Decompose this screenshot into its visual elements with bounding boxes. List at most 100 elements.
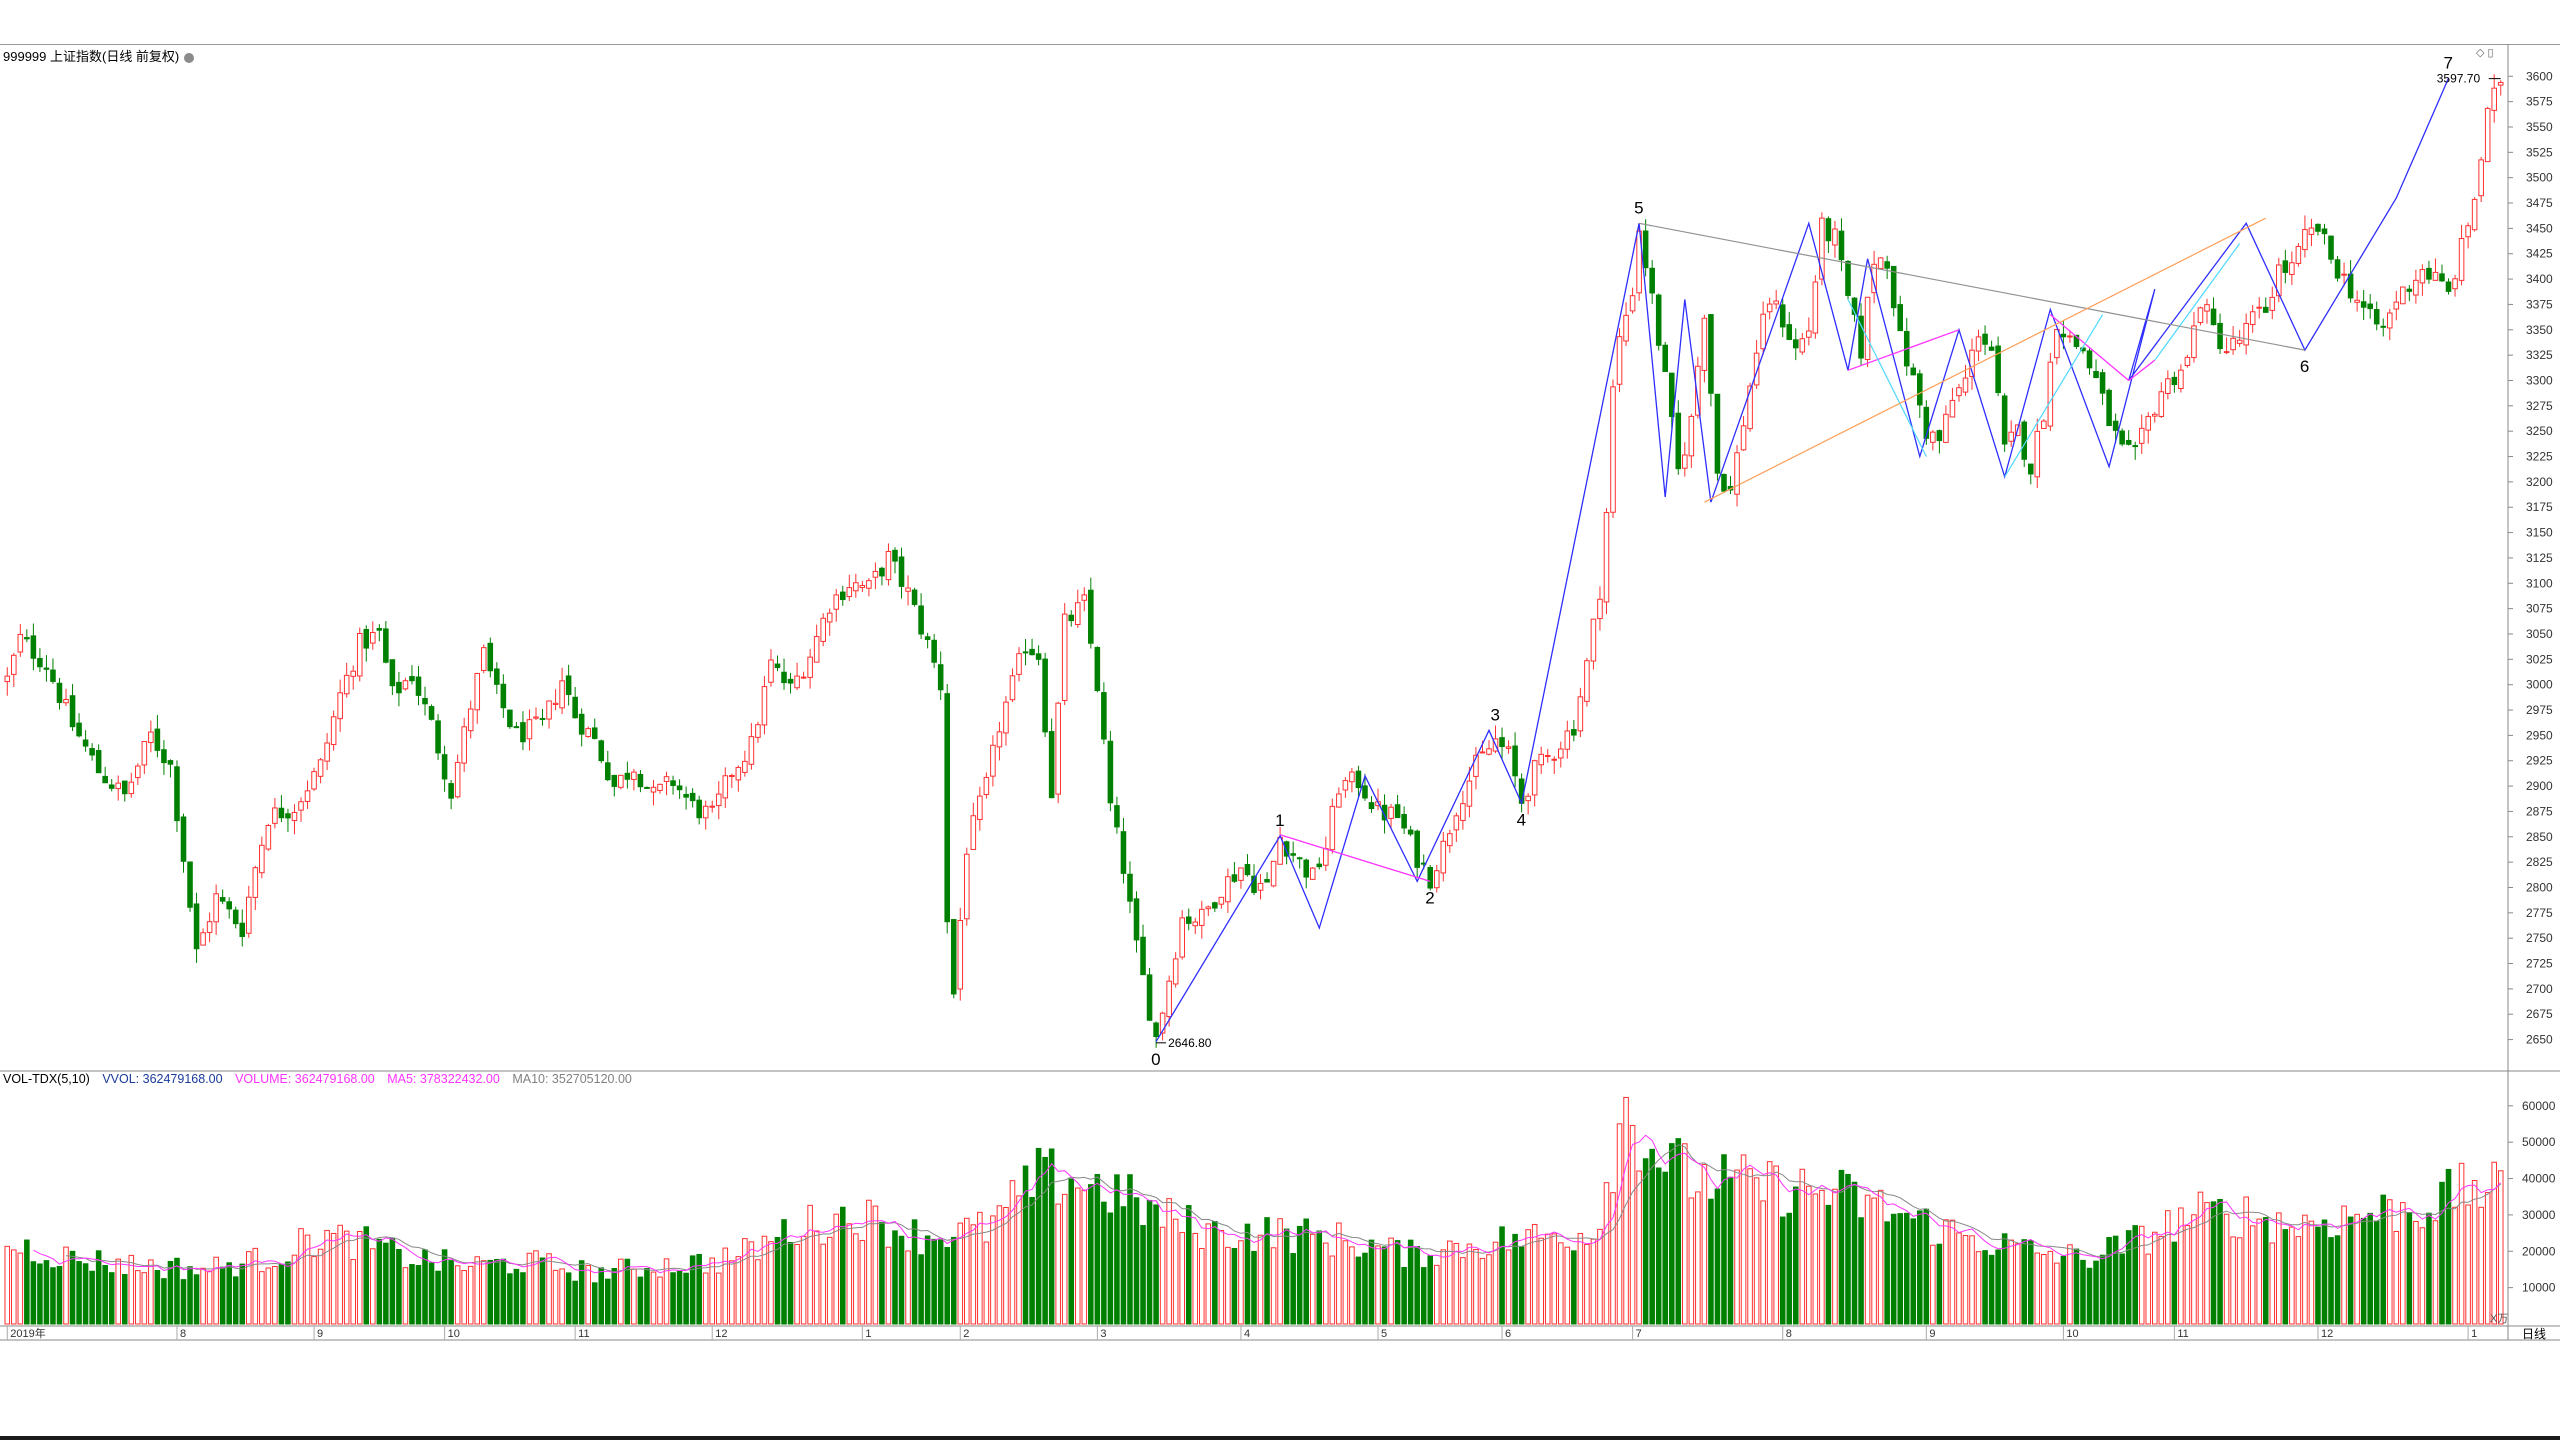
candle-up [2400,286,2406,305]
window-icon[interactable]: ▯ [2487,47,2494,59]
volume-bar-down [1296,1225,1303,1325]
volume-bar-down [219,1266,226,1325]
volume-bar-up [2269,1242,2276,1325]
price-tick-label: 2725 [2526,957,2553,971]
candle-down [1721,473,1727,492]
candle-down [1107,740,1114,804]
volume-bar-down [1303,1218,1310,1325]
volume-bar-down [1048,1148,1055,1325]
date-tick-label: 2 [963,1328,969,1340]
volume-bar-down [174,1257,180,1325]
candle-up [1473,754,1479,777]
candle-up [1323,848,1329,866]
candle-up [141,741,148,766]
volume-bar-up [1806,1185,1812,1325]
volume-bar-up [1701,1164,1708,1325]
volume-bar-down [2021,1239,2028,1325]
volume-bar-down [1792,1186,1799,1325]
candle-up [148,731,154,744]
candle-up [1577,696,1584,732]
candle-down [1120,831,1127,874]
volume-bar-up [1773,1165,1779,1325]
candle-up [324,742,330,762]
candle-up [337,692,343,720]
candle-up [1544,755,1551,758]
volume-bar-down [1825,1204,1832,1325]
candle-down [1858,315,1864,359]
candle-down [2426,267,2432,280]
volume-bar-up [311,1256,317,1325]
volume-bar-up [996,1205,1003,1325]
volume-bar-down [774,1236,781,1325]
gray-trend-line [1638,222,2306,351]
candle-up [663,776,670,782]
candle-up [1956,387,1962,397]
volume-bar-down [1917,1210,1923,1325]
price-tick-label: 3100 [2526,576,2553,590]
candle-down [1649,267,1655,294]
volume-bar-up [1473,1248,1479,1325]
candle-down [1910,367,1917,376]
volume-bar-down [1727,1176,1734,1325]
volume-bar-up [1871,1197,1877,1325]
volume-bar-up [2178,1207,2184,1325]
candle-up [1525,795,1531,802]
candle-down [219,897,226,902]
price-tick-label: 2975 [2526,703,2553,717]
volume-bar-down [2373,1220,2380,1325]
volume-bar-up [1538,1237,1544,1325]
candle-down [108,784,115,789]
candle-up [2008,431,2014,442]
volume-bar-up [1975,1251,1982,1325]
candle-down [180,816,187,862]
magenta-trend-line [2049,314,2130,381]
candle-down [2125,439,2132,445]
candle-down [1035,653,1042,660]
candle-down [2334,259,2341,279]
candle-down [839,591,846,601]
candle-up [474,672,481,711]
wave-label: 2 [1425,888,1434,907]
volume-bar-down [1884,1221,1890,1325]
price-tick-label: 2800 [2526,880,2553,894]
candle-up [2413,279,2419,296]
candle-down [937,664,944,691]
bottom-scrollbar[interactable] [0,1436,2560,1440]
candle-down [422,697,428,705]
volume-bar-up [1179,1232,1185,1325]
volume-bar-up [1734,1169,1740,1325]
candle-down [1890,265,1897,309]
candle-up [1760,313,1766,350]
chart-title: 999999 上证指数(日线 前复权) [3,46,195,65]
candle-up [2289,262,2295,275]
candle-up [1074,602,1081,625]
candle-up [1877,257,1884,270]
candle-down [1251,875,1257,893]
volume-bar-down [1649,1148,1655,1325]
volume-bar-down [781,1219,787,1325]
candle-down [232,909,239,925]
candle-down [1825,218,1832,242]
volume-bar-down [278,1264,285,1325]
candle-up [402,680,409,690]
volume-bar-up [983,1241,990,1325]
settings-icon[interactable] [184,52,195,63]
candle-down [193,903,200,950]
volume-bar-up [885,1246,892,1325]
candle-up [2197,307,2204,324]
volume-bar-up [1636,1170,1642,1325]
candle-up [800,676,807,679]
analysis-overlays: 0 1 2 3 4 5 6 7 2646.80 3597.70 [1151,53,2501,1069]
candle-up [2249,311,2256,326]
candle-down [950,919,957,995]
price-tick-label: 3125 [2526,551,2553,565]
volume-bar-up [2458,1162,2465,1325]
candle-down [507,709,513,728]
candle-up [807,656,813,678]
diamond-icon[interactable]: ◇ [2476,47,2485,59]
price-tick-label: 3200 [2526,475,2553,489]
volume-bar-down [1518,1246,1525,1325]
candle-down [918,605,924,635]
price-tick-label: 2900 [2526,779,2553,793]
candle-down [572,696,578,719]
